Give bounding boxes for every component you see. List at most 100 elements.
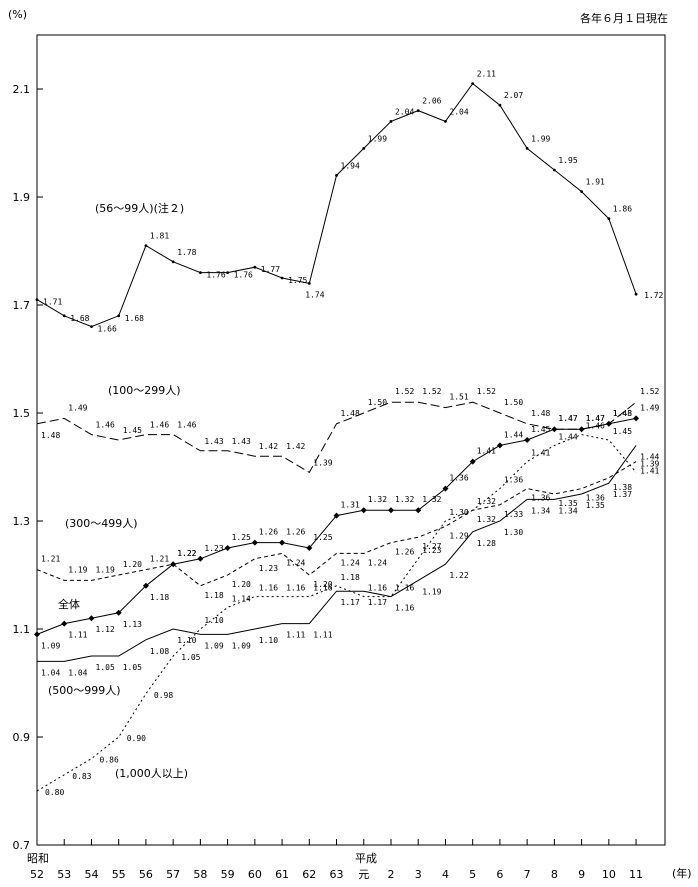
series-point <box>442 485 449 492</box>
era-label-heisei: 平成 <box>355 852 377 865</box>
series-point <box>117 314 121 318</box>
data-label: 1.05 <box>181 653 200 662</box>
data-label: 1.26 <box>286 528 305 537</box>
data-label: 1.99 <box>531 134 550 143</box>
y-tick-label: 1.3 <box>13 515 31 528</box>
data-label: 1.48 <box>341 409 360 418</box>
series-point <box>90 325 93 328</box>
data-label: 1.26 <box>259 528 278 537</box>
data-label: 1.77 <box>261 265 280 274</box>
series-point <box>496 442 503 449</box>
series-point <box>525 147 529 150</box>
data-label: 1.50 <box>504 398 523 407</box>
data-label: 1.50 <box>368 398 387 407</box>
data-label: 1.52 <box>422 387 441 396</box>
x-tick-label: 53 <box>57 868 71 881</box>
data-label: 1.19 <box>96 565 115 574</box>
data-label: 1.52 <box>640 387 659 396</box>
x-tick-label: 58 <box>193 868 207 881</box>
series-point <box>360 507 367 514</box>
data-label: 1.41 <box>477 447 496 456</box>
data-label: 0.83 <box>72 772 91 781</box>
data-label: 1.04 <box>68 668 87 677</box>
series-point <box>198 271 202 274</box>
series-point <box>580 190 583 194</box>
data-label: 1.30 <box>504 528 523 537</box>
series-point <box>88 615 95 622</box>
data-label: 1.78 <box>177 248 196 257</box>
series-point <box>469 458 476 465</box>
data-label: 1.99 <box>368 134 387 143</box>
data-label: 1.16 <box>259 584 278 593</box>
data-label: 1.11 <box>68 631 87 640</box>
series-point <box>226 271 230 274</box>
series-point <box>333 512 340 519</box>
series-point <box>634 292 638 296</box>
series-annotation-layer: (56～99人)(注２) (100～299人) 全体 (300～499人) (500～9… <box>48 201 188 780</box>
data-label: 1.81 <box>150 232 169 241</box>
series-point <box>144 244 148 248</box>
series-point <box>633 415 640 422</box>
x-tick-label: 10 <box>602 868 616 881</box>
data-label: 1.12 <box>96 625 115 634</box>
y-tick-label: 1.5 <box>13 407 31 420</box>
series-point <box>498 103 502 107</box>
data-label: 1.29 <box>449 531 468 540</box>
data-label: 1.20 <box>313 580 332 589</box>
x-tick-label: 11 <box>629 868 643 881</box>
era-label-showa: 昭和 <box>27 852 49 865</box>
data-label: 1.94 <box>341 161 360 170</box>
data-label: 1.32 <box>477 515 496 524</box>
series-point <box>578 426 585 433</box>
data-label: 1.41 <box>640 467 659 476</box>
data-label: 1.36 <box>531 494 550 503</box>
series-point <box>605 420 612 427</box>
series-line-1 <box>36 401 637 474</box>
data-label: 1.25 <box>232 533 251 542</box>
data-label: 1.44 <box>640 452 659 461</box>
data-label: 1.23 <box>204 544 223 553</box>
x-unit-label: (年) <box>672 866 692 880</box>
series-name-annotation: (1,000人以上) <box>115 767 188 780</box>
data-label: 1.23 <box>422 546 441 555</box>
data-label: 1.32 <box>368 495 387 504</box>
series-name-annotation: (300～499人) <box>65 517 138 530</box>
chart-note: 各年６月１日現在 <box>580 11 668 25</box>
data-label: 1.16 <box>395 584 414 593</box>
series-point <box>551 426 558 433</box>
series-point <box>306 545 313 551</box>
data-label: 1.74 <box>305 290 324 299</box>
x-tick-label: 4 <box>442 868 449 881</box>
data-label: 0.86 <box>100 756 119 765</box>
data-label: 1.35 <box>586 501 605 510</box>
series-name-annotation: (56～99人)(注２) <box>95 201 184 215</box>
data-label: 1.18 <box>204 591 223 600</box>
series-point <box>471 82 475 85</box>
data-label: 1.68 <box>70 314 89 323</box>
series-point <box>197 555 204 562</box>
series-point <box>607 217 611 221</box>
series-point <box>387 507 394 514</box>
data-label: 1.04 <box>41 668 60 677</box>
data-label: 1.21 <box>41 555 60 564</box>
data-label: 1.47 <box>586 414 605 423</box>
data-label: 1.46 <box>96 421 115 430</box>
series-point <box>251 539 258 546</box>
data-label: 1.91 <box>586 178 605 187</box>
data-label: 1.34 <box>531 506 550 515</box>
data-label: 1.47 <box>558 414 577 423</box>
data-label: 1.24 <box>286 558 305 567</box>
data-label: 1.43 <box>204 437 223 446</box>
y-tick-label: 1.1 <box>13 623 31 636</box>
data-label: 1.18 <box>341 573 360 582</box>
data-label: 1.46 <box>586 422 605 431</box>
series-point <box>34 631 40 638</box>
data-label: 0.90 <box>127 734 146 743</box>
data-label: 1.16 <box>368 584 387 593</box>
x-tick-label: 元 <box>358 868 369 881</box>
data-label: 1.36 <box>449 474 468 483</box>
x-tick-label: 5 <box>469 868 476 881</box>
data-label: 1.18 <box>150 593 169 602</box>
data-label: 1.47 <box>586 414 605 423</box>
